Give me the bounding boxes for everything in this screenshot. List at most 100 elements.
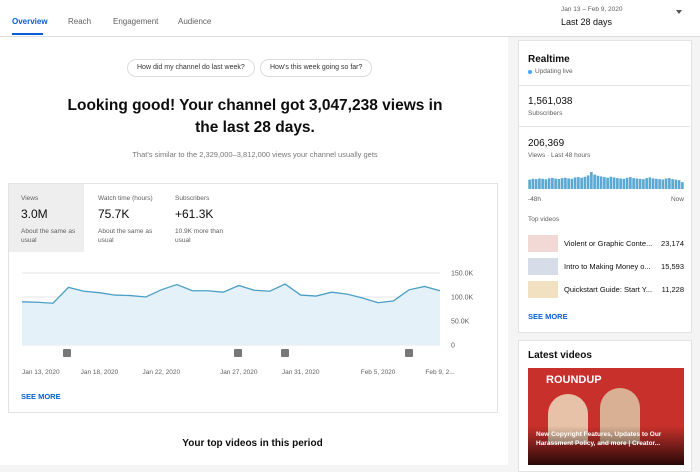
video-title[interactable]: Intro to Making Money o... <box>564 262 651 271</box>
subscriber-count: 1,561,038 <box>528 96 573 107</box>
video-thumbnail[interactable] <box>528 235 558 252</box>
metric-note[interactable]: About the same as usual <box>21 228 76 244</box>
realtime-bar <box>570 178 574 189</box>
realtime-bar <box>531 178 535 189</box>
dropdown-arrow[interactable] <box>676 10 682 14</box>
event-icon <box>63 349 71 357</box>
realtime-bar <box>629 177 632 189</box>
latest-videos-title: Latest videos <box>528 350 592 361</box>
video-title[interactable]: Quickstart Guide: Start Y... <box>564 285 653 294</box>
metric-value[interactable]: 3.0M <box>21 207 48 221</box>
x-tick-label: Jan 13, 2020 <box>22 369 60 376</box>
x-tick-label: Feb 9, 2... <box>425 369 454 376</box>
divider <box>519 126 690 127</box>
live-dot <box>528 70 532 74</box>
thumbnail-text: ROUNDUP <box>546 374 602 386</box>
date-range-dates: Jan 13 – Feb 9, 2020 <box>561 6 623 13</box>
divider <box>519 85 690 86</box>
realtime-bar <box>573 177 577 189</box>
see-more[interactable]: SEE MORE <box>528 312 568 321</box>
headline: Looking good! Your channel got 3,047,238… <box>67 97 443 136</box>
metric-label[interactable]: Watch time (hours) <box>98 195 153 202</box>
realtime-bar <box>681 182 684 189</box>
y-tick-label: 50.0K <box>451 319 470 326</box>
x-tick-label: Feb 5, 2020 <box>361 369 396 376</box>
views-area <box>22 284 440 345</box>
video-views: 15,593 <box>661 262 684 271</box>
realtime-bar <box>586 175 590 189</box>
question-chip[interactable]: How's this week going so far? <box>260 59 373 77</box>
video-thumbnail[interactable]: ROUNDUP New Copyright Features, Updates … <box>528 368 684 465</box>
video-caption: New Copyright Features, Updates to Our H… <box>536 431 662 447</box>
realtime-bar <box>658 179 661 189</box>
event-icon <box>281 349 289 357</box>
metric-note[interactable]: About the same as usual <box>98 228 153 244</box>
realtime-bar <box>616 178 619 189</box>
top-videos-heading: Your top videos in this period <box>182 438 323 449</box>
realtime-bar <box>622 178 626 189</box>
realtime-bar <box>577 177 580 189</box>
x-tick-label: Jan 31, 2020 <box>282 369 320 376</box>
realtime-bar <box>655 178 658 189</box>
y-tick-label: 0 <box>451 343 455 350</box>
realtime-chart: -48h Now <box>528 172 684 203</box>
metric-label[interactable]: Views <box>21 195 39 202</box>
axis-label: Now <box>671 196 684 203</box>
realtime-bar <box>590 172 593 189</box>
view-label: Views · Last 48 hours <box>528 152 591 159</box>
axis-label: -48h <box>528 196 541 203</box>
caption-shade <box>528 426 684 465</box>
tab[interactable]: Reach <box>68 17 92 26</box>
realtime-bar <box>554 178 557 189</box>
realtime-bar <box>671 179 674 189</box>
realtime-bar <box>645 178 648 189</box>
selected-metric <box>9 184 84 252</box>
x-tick-label: Jan 22, 2020 <box>143 369 181 376</box>
realtime-bar <box>583 176 587 189</box>
metric-note[interactable]: 10.9K more than usual <box>175 228 224 244</box>
date-range-label[interactable]: Last 28 days <box>561 17 613 27</box>
realtime-bar <box>541 178 544 189</box>
realtime-bar <box>625 177 629 189</box>
x-tick-label: Jan 18, 2020 <box>81 369 119 376</box>
metric-value[interactable]: +61.3K <box>175 207 214 221</box>
video-title[interactable]: Violent or Graphic Conte... <box>564 239 653 248</box>
video-thumbnail[interactable] <box>528 281 558 298</box>
tab[interactable]: Engagement <box>113 17 159 26</box>
realtime-bar <box>609 176 613 189</box>
realtime-bar <box>638 178 642 189</box>
realtime-bar <box>593 174 596 189</box>
realtime-title: Realtime <box>528 54 570 65</box>
y-tick-label: 100.0K <box>451 295 474 302</box>
realtime-bar <box>547 178 551 189</box>
realtime-bar <box>651 178 655 189</box>
realtime-bar <box>674 179 678 189</box>
realtime-bar <box>603 177 606 189</box>
question-chip[interactable]: How did my channel do last week? <box>127 59 255 77</box>
realtime-bar <box>557 178 561 189</box>
see-more[interactable]: SEE MORE <box>21 392 61 401</box>
realtime-bar <box>580 177 583 189</box>
realtime-bar <box>599 176 603 189</box>
realtime-bar <box>642 179 645 189</box>
realtime-status: Updating live <box>535 68 573 75</box>
realtime-bar <box>635 178 639 189</box>
realtime-bar <box>677 180 681 189</box>
top-videos-label: Top videos <box>528 216 560 223</box>
subheadline: That's similar to the 2,329,000–3,812,00… <box>132 150 378 159</box>
metric-label[interactable]: Subscribers <box>175 195 210 202</box>
realtime-bar <box>632 178 635 189</box>
realtime-bar <box>661 179 665 189</box>
tab[interactable]: Audience <box>178 17 212 26</box>
metric-value[interactable]: 75.7K <box>98 207 130 221</box>
realtime-bar <box>648 177 652 189</box>
video-views: 11,228 <box>661 285 684 294</box>
realtime-bar <box>664 178 668 189</box>
tab[interactable]: Overview <box>12 17 48 26</box>
realtime-bar <box>528 179 531 189</box>
realtime-bar <box>567 178 570 189</box>
realtime-bar <box>551 177 554 189</box>
views-line <box>21 283 441 304</box>
video-thumbnail[interactable] <box>528 258 558 275</box>
